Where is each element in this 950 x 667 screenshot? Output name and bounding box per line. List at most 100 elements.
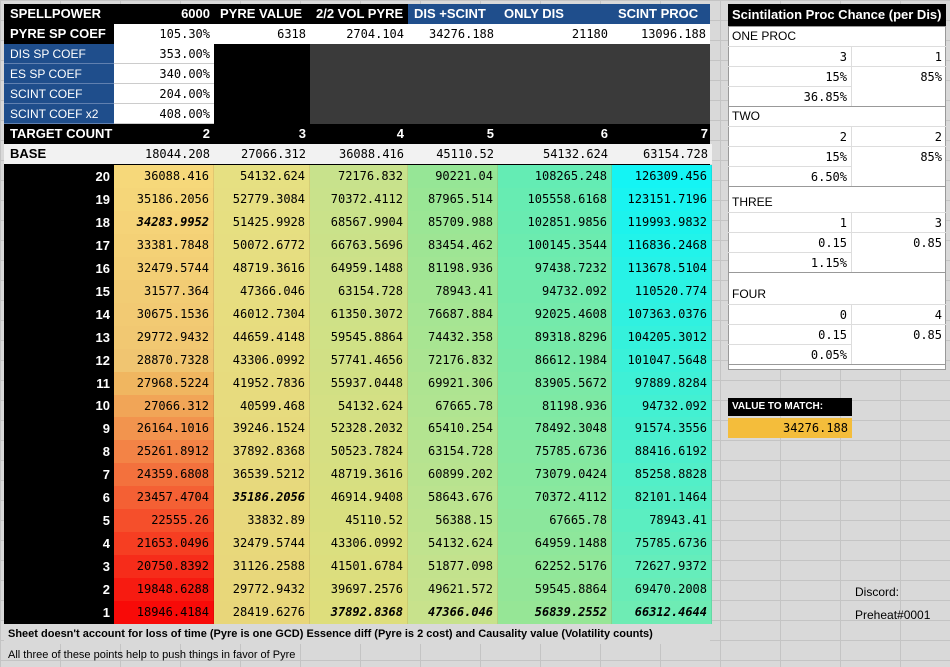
pyre-value[interactable]: 6318 (214, 24, 310, 44)
coef-value[interactable]: 204.00% (114, 84, 214, 104)
table-cell[interactable]: 78943.41 (612, 509, 712, 532)
table-cell[interactable]: 119993.9832 (612, 211, 712, 234)
coef-value[interactable]: 340.00% (114, 64, 214, 84)
table-cell[interactable]: 48719.3616 (214, 257, 310, 280)
table-cell[interactable]: 85709.988 (408, 211, 498, 234)
table-cell[interactable]: 50523.7824 (310, 440, 408, 463)
table-cell[interactable]: 31577.364 (114, 280, 214, 303)
table-cell[interactable]: 34283.9952 (114, 211, 214, 234)
table-cell[interactable]: 86612.1984 (498, 349, 612, 372)
table-cell[interactable]: 19848.6288 (114, 578, 214, 601)
table-cell[interactable]: 72176.832 (408, 349, 498, 372)
scint-count-b[interactable]: 1 (852, 46, 946, 66)
table-cell[interactable]: 54132.624 (310, 395, 408, 417)
table-cell[interactable]: 68567.9904 (310, 211, 408, 234)
table-cell[interactable]: 59545.8864 (498, 578, 612, 601)
table-cell[interactable]: 73079.0424 (498, 463, 612, 486)
table-cell[interactable]: 37892.8368 (310, 601, 408, 624)
table-cell[interactable]: 23457.4704 (114, 486, 214, 509)
scint-count-a[interactable]: 1 (728, 212, 852, 232)
table-cell[interactable]: 49621.572 (408, 578, 498, 601)
table-cell[interactable]: 28870.7328 (114, 349, 214, 372)
table-cell[interactable]: 78492.3048 (498, 417, 612, 440)
scint-chance-b[interactable]: 0.85 (852, 232, 946, 252)
table-cell[interactable]: 54132.624 (214, 165, 310, 188)
scint-count-a[interactable]: 0 (728, 304, 852, 324)
table-cell[interactable]: 81198.936 (498, 395, 612, 417)
scint-count-a[interactable]: 3 (728, 46, 852, 66)
table-cell[interactable]: 94732.092 (612, 395, 712, 417)
table-cell[interactable]: 47366.046 (408, 601, 498, 624)
table-cell[interactable]: 67665.78 (498, 509, 612, 532)
table-cell[interactable]: 90221.04 (408, 165, 498, 188)
table-cell[interactable]: 18946.4184 (114, 601, 214, 624)
table-cell[interactable]: 60899.202 (408, 463, 498, 486)
scint-chance-a[interactable]: 0.15 (728, 232, 852, 252)
pyre-sp-coef-value[interactable]: 105.30% (114, 24, 214, 44)
table-cell[interactable]: 51877.098 (408, 555, 498, 578)
table-cell[interactable]: 43306.0992 (310, 532, 408, 555)
base-value[interactable]: 63154.728 (612, 144, 712, 164)
table-cell[interactable]: 32479.5744 (114, 257, 214, 280)
table-cell[interactable]: 24359.6808 (114, 463, 214, 486)
base-value[interactable]: 18044.208 (114, 144, 214, 164)
table-cell[interactable]: 82101.1464 (612, 486, 712, 509)
table-cell[interactable]: 78943.41 (408, 280, 498, 303)
table-cell[interactable]: 72627.9372 (612, 555, 712, 578)
table-cell[interactable]: 30675.1536 (114, 303, 214, 326)
table-cell[interactable]: 26164.1016 (114, 417, 214, 440)
table-cell[interactable]: 66763.5696 (310, 234, 408, 257)
table-cell[interactable]: 45110.52 (310, 509, 408, 532)
table-cell[interactable]: 56388.15 (408, 509, 498, 532)
table-cell[interactable]: 33381.7848 (114, 234, 214, 257)
table-cell[interactable]: 81198.936 (408, 257, 498, 280)
table-cell[interactable]: 113678.5104 (612, 257, 712, 280)
base-value[interactable]: 36088.416 (310, 144, 408, 164)
table-cell[interactable]: 85258.8828 (612, 463, 712, 486)
table-cell[interactable]: 35186.2056 (214, 486, 310, 509)
scint-count-b[interactable]: 3 (852, 212, 946, 232)
table-cell[interactable]: 56839.2552 (498, 601, 612, 624)
table-cell[interactable]: 39697.2576 (310, 578, 408, 601)
table-cell[interactable]: 83454.462 (408, 234, 498, 257)
table-cell[interactable]: 21653.0496 (114, 532, 214, 555)
scint-count-b[interactable]: 2 (852, 126, 946, 146)
scint-count-b[interactable]: 4 (852, 304, 946, 324)
table-cell[interactable]: 88416.6192 (612, 440, 712, 463)
table-cell[interactable]: 52328.2032 (310, 417, 408, 440)
table-cell[interactable]: 72176.832 (310, 165, 408, 188)
table-cell[interactable]: 27968.5224 (114, 372, 214, 395)
table-cell[interactable]: 36539.5212 (214, 463, 310, 486)
table-cell[interactable]: 97438.7232 (498, 257, 612, 280)
table-cell[interactable]: 108265.248 (498, 165, 612, 188)
table-cell[interactable]: 52779.3084 (214, 188, 310, 211)
scint-chance-b[interactable]: 85% (852, 66, 946, 86)
table-cell[interactable]: 75785.6736 (498, 440, 612, 463)
table-cell[interactable]: 101047.5648 (612, 349, 712, 372)
table-cell[interactable]: 97889.8284 (612, 372, 712, 395)
dis-scint-value[interactable]: 34276.188 (408, 24, 498, 44)
table-cell[interactable]: 29772.9432 (114, 326, 214, 349)
scint-proc-value[interactable]: 13096.188 (612, 24, 710, 44)
table-cell[interactable]: 41952.7836 (214, 372, 310, 395)
table-cell[interactable]: 70372.4112 (498, 486, 612, 509)
table-cell[interactable]: 57741.4656 (310, 349, 408, 372)
table-cell[interactable]: 110520.774 (612, 280, 712, 303)
table-cell[interactable]: 55937.0448 (310, 372, 408, 395)
table-cell[interactable]: 46012.7304 (214, 303, 310, 326)
base-value[interactable]: 27066.312 (214, 144, 310, 164)
table-cell[interactable]: 46914.9408 (310, 486, 408, 509)
coef-value[interactable]: 408.00% (114, 104, 214, 124)
scint-count-a[interactable]: 2 (728, 126, 852, 146)
table-cell[interactable]: 37892.8368 (214, 440, 310, 463)
table-cell[interactable]: 36088.416 (114, 165, 214, 188)
table-cell[interactable]: 76687.884 (408, 303, 498, 326)
table-cell[interactable]: 65410.254 (408, 417, 498, 440)
table-cell[interactable]: 51425.9928 (214, 211, 310, 234)
table-cell[interactable]: 91574.3556 (612, 417, 712, 440)
table-cell[interactable]: 54132.624 (408, 532, 498, 555)
table-cell[interactable]: 94732.092 (498, 280, 612, 303)
table-cell[interactable]: 64959.1488 (310, 257, 408, 280)
table-cell[interactable]: 32479.5744 (214, 532, 310, 555)
table-cell[interactable]: 59545.8864 (310, 326, 408, 349)
